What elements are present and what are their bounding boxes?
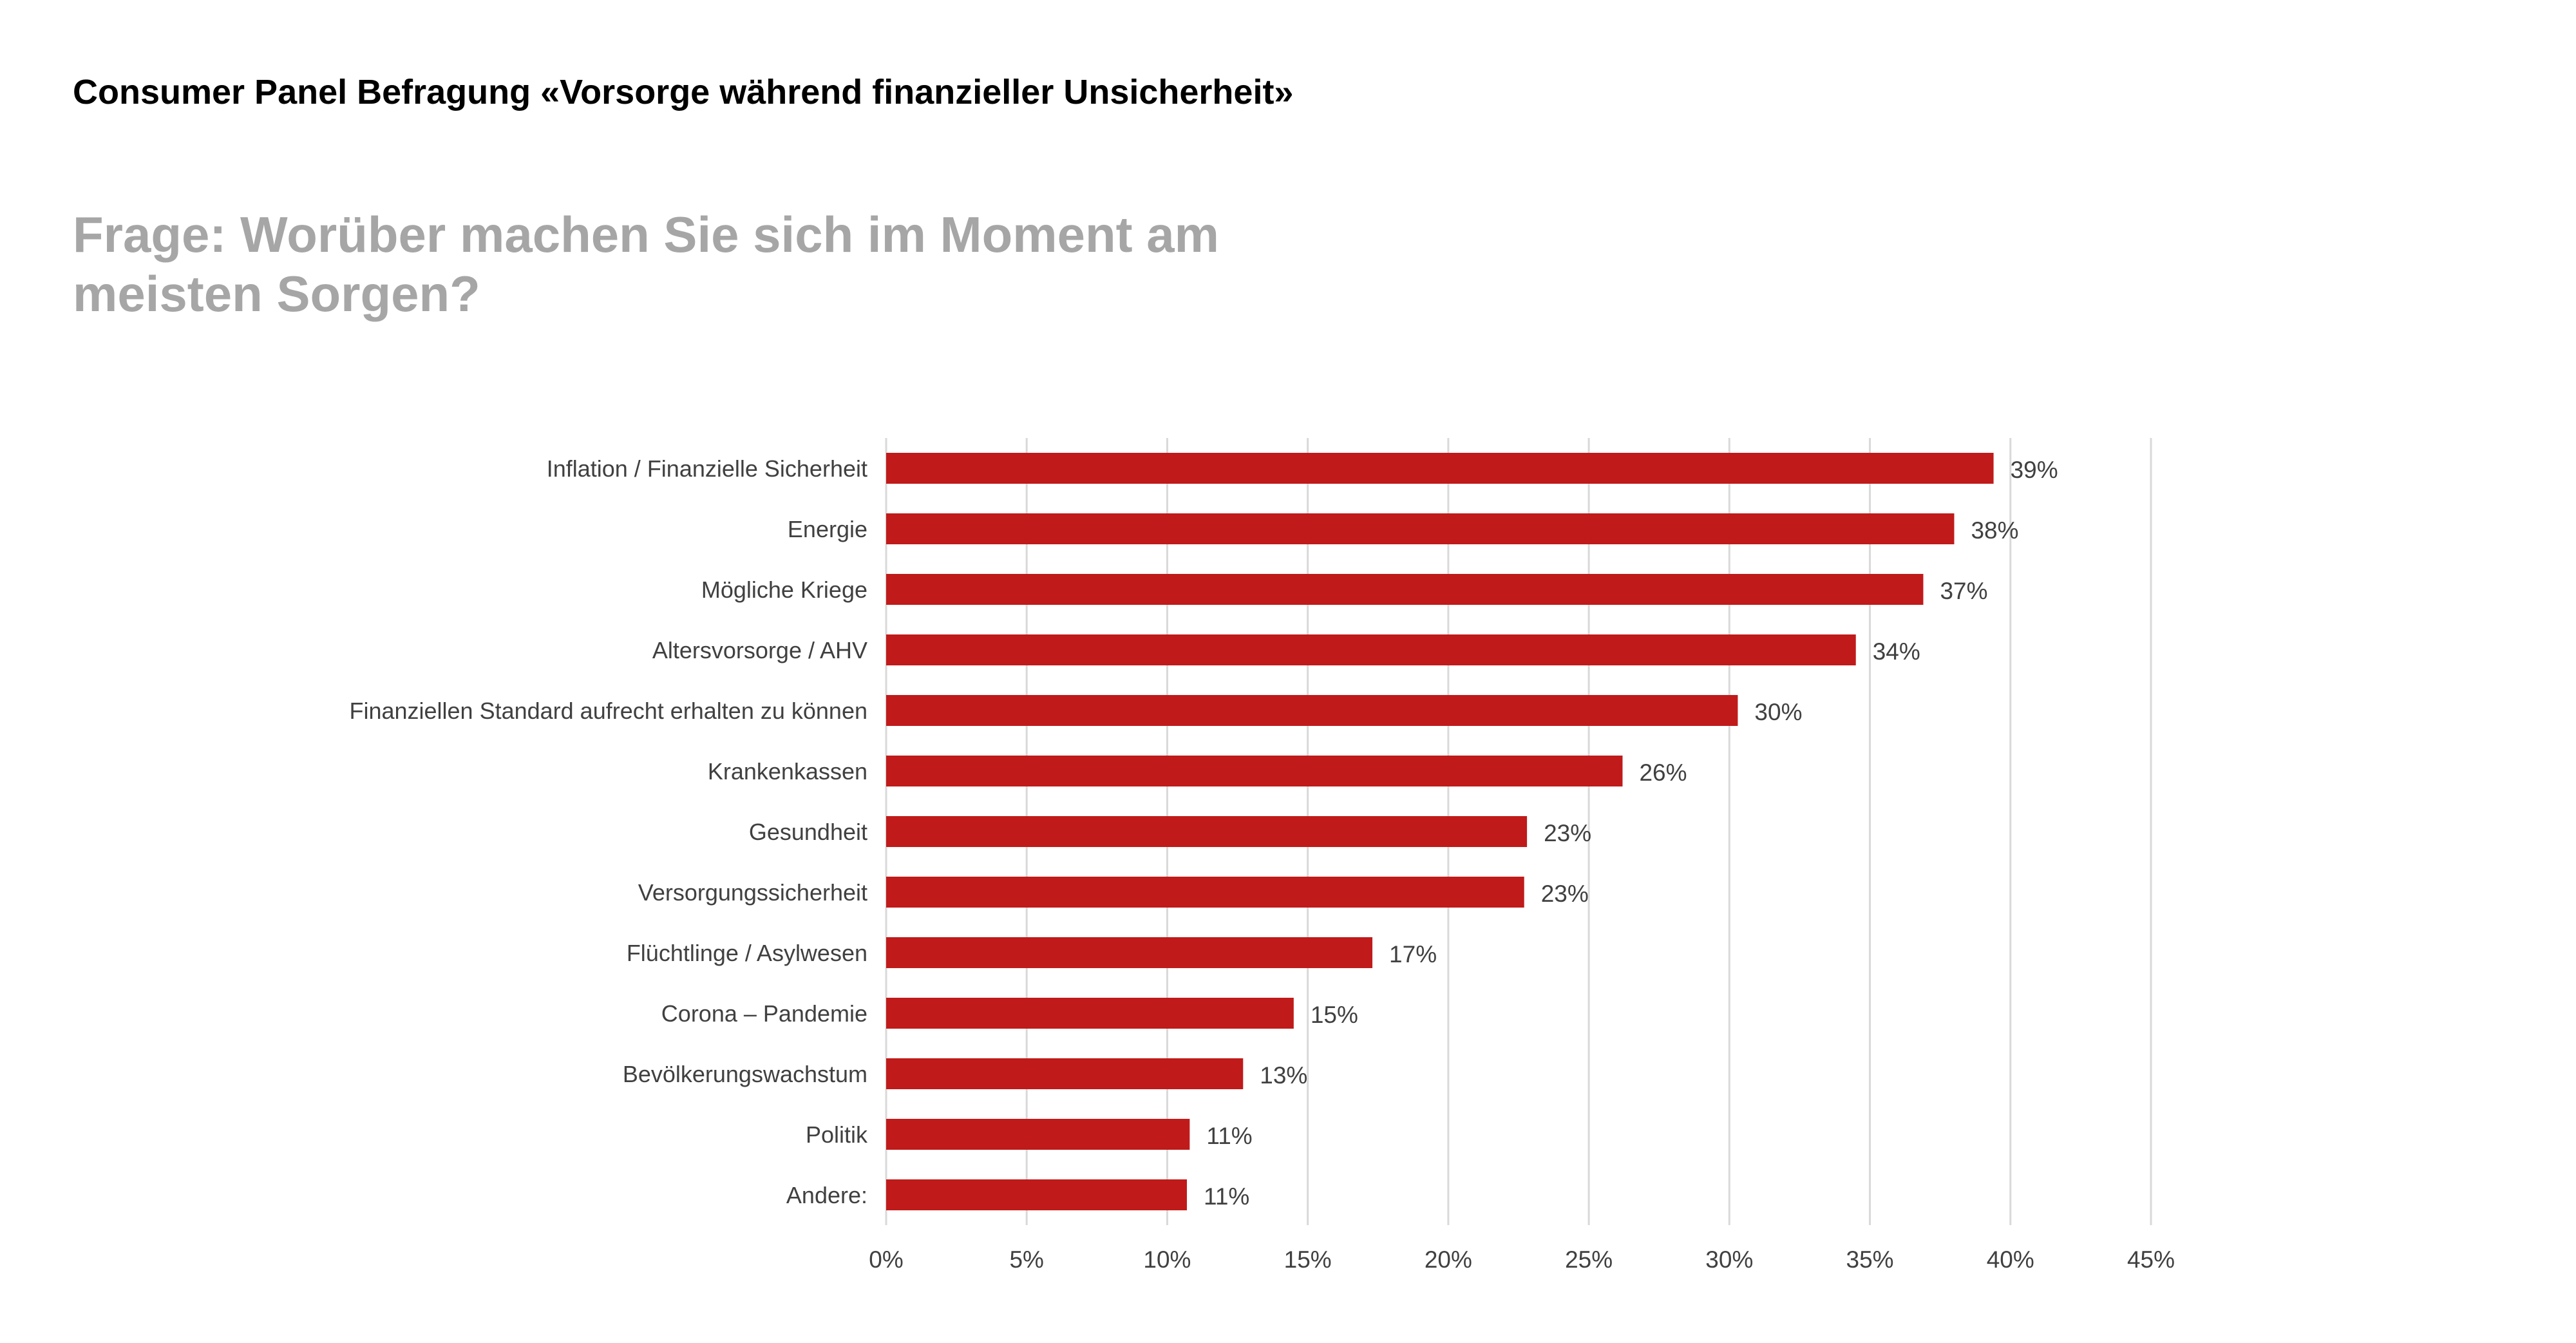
value-label: 39% xyxy=(2011,457,2058,483)
value-label: 34% xyxy=(1873,638,1920,665)
value-label: 11% xyxy=(1204,1183,1249,1210)
category-label: Bevölkerungswachstum xyxy=(623,1061,867,1087)
bar xyxy=(886,816,1528,847)
bar xyxy=(886,453,1994,484)
value-label: 26% xyxy=(1639,759,1687,786)
category-label: Finanziellen Standard aufrecht erhalten … xyxy=(349,698,867,724)
x-tick-label: 40% xyxy=(1987,1246,2034,1273)
bars xyxy=(886,453,1994,1210)
value-label: 37% xyxy=(1940,578,1987,604)
value-label: 11% xyxy=(1206,1123,1252,1149)
x-tick-label: 20% xyxy=(1425,1246,1472,1273)
x-tick-label: 0% xyxy=(869,1246,903,1273)
bar xyxy=(886,513,1955,544)
category-label: Altersvorsorge / AHV xyxy=(652,637,867,663)
category-label: Gesundheit xyxy=(749,819,867,845)
bar xyxy=(886,1119,1190,1150)
category-label: Flüchtlinge / Asylwesen xyxy=(627,940,867,966)
value-label: 17% xyxy=(1389,941,1437,967)
value-label: 23% xyxy=(1544,820,1591,846)
value-label: 13% xyxy=(1260,1062,1307,1089)
page-title: Consumer Panel Befragung «Vorsorge währe… xyxy=(73,73,1294,111)
category-label: Krankenkassen xyxy=(708,758,867,785)
value-label: 23% xyxy=(1541,881,1589,907)
value-label: 15% xyxy=(1311,1002,1358,1028)
bar xyxy=(886,695,1738,726)
category-label: Andere: xyxy=(786,1182,867,1208)
category-label: Mögliche Kriege xyxy=(701,576,867,603)
value-labels: 39% 38% 37% 34% 30% 26% 23% 23% 17% 15% 13% 11% 11% xyxy=(1204,457,2058,1210)
bar xyxy=(886,574,1924,605)
category-label: Corona – Pandemie xyxy=(661,1000,867,1027)
x-tick-label: 5% xyxy=(1009,1246,1043,1273)
bar xyxy=(886,998,1294,1029)
category-label: Inflation / Finanzielle Sicherheit xyxy=(547,455,867,482)
bar xyxy=(886,937,1373,968)
value-label: 30% xyxy=(1754,699,1802,725)
bar xyxy=(886,756,1623,786)
x-tick-label: 15% xyxy=(1284,1246,1332,1273)
x-tick-label: 25% xyxy=(1565,1246,1613,1273)
category-labels: Inflation / Finanzielle Sicherheit Energi… xyxy=(349,455,868,1208)
x-axis-ticks: 0% 5% 10% 15% 20% 25% 30% 35% 40% 45% xyxy=(869,1246,2175,1273)
x-tick-label: 35% xyxy=(1846,1246,1894,1273)
category-label: Versorgungssicherheit xyxy=(638,879,867,906)
question-subtitle: Frage: Worüber machen Sie sich im Moment… xyxy=(73,206,1219,322)
category-label: Energie xyxy=(788,516,867,542)
category-label: Politik xyxy=(806,1121,868,1148)
x-tick-label: 30% xyxy=(1705,1246,1753,1273)
bar xyxy=(886,1179,1187,1210)
value-label: 38% xyxy=(1971,517,2018,544)
bar xyxy=(886,1058,1244,1089)
x-tick-label: 10% xyxy=(1143,1246,1191,1273)
x-tick-label: 45% xyxy=(2127,1246,2175,1273)
bar xyxy=(886,877,1524,908)
bar xyxy=(886,634,1856,665)
